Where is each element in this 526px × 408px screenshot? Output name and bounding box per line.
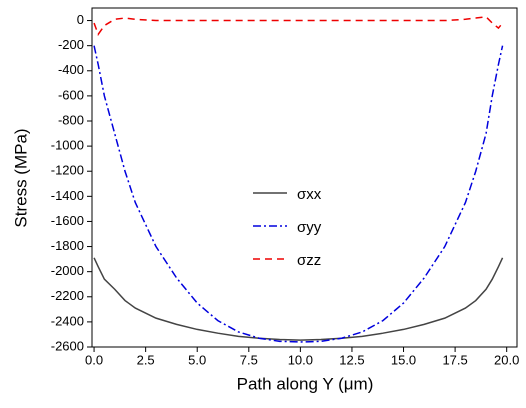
y-tick-label: -800	[58, 112, 84, 127]
y-tick-label: -600	[58, 87, 84, 102]
y-tick-label: -1800	[51, 238, 84, 253]
y-tick-label: -1000	[51, 138, 84, 153]
data-line	[93, 45, 504, 343]
x-tick-label: 2.5	[137, 352, 155, 367]
x-tick-label: 0.0	[85, 352, 103, 367]
legend-label: σxx	[297, 186, 322, 203]
y-axis-title: Stress (MPa)	[11, 128, 30, 227]
legend-label: σyy	[297, 219, 322, 236]
x-tick-label: 7.5	[240, 352, 258, 367]
x-tick-label: 10.0	[288, 352, 313, 367]
y-tick-label: -1400	[51, 188, 84, 203]
y-tick-label: -1200	[51, 163, 84, 178]
y-tick-label: -400	[58, 62, 84, 77]
y-tick-label: -2400	[51, 313, 84, 328]
y-tick-label: -2600	[51, 338, 84, 353]
data-line	[93, 257, 504, 341]
y-tick-label: -200	[58, 37, 84, 52]
plot-frame	[91, 7, 518, 348]
x-axis-title: Path along Y (μm)	[237, 374, 374, 393]
y-tick-label: -1600	[51, 213, 84, 228]
x-tick-label: 15.0	[391, 352, 416, 367]
x-tick-label: 17.5	[442, 352, 467, 367]
data-line	[93, 15, 504, 36]
x-tick-label: 12.5	[339, 352, 364, 367]
y-tick-label: -2200	[51, 288, 84, 303]
legend-label: σzz	[297, 252, 321, 269]
x-tick-label: 20.0	[494, 352, 519, 367]
x-tick-label: 5.0	[188, 352, 206, 367]
y-tick-label: 0	[77, 12, 84, 27]
y-tick-label: -2000	[51, 263, 84, 278]
